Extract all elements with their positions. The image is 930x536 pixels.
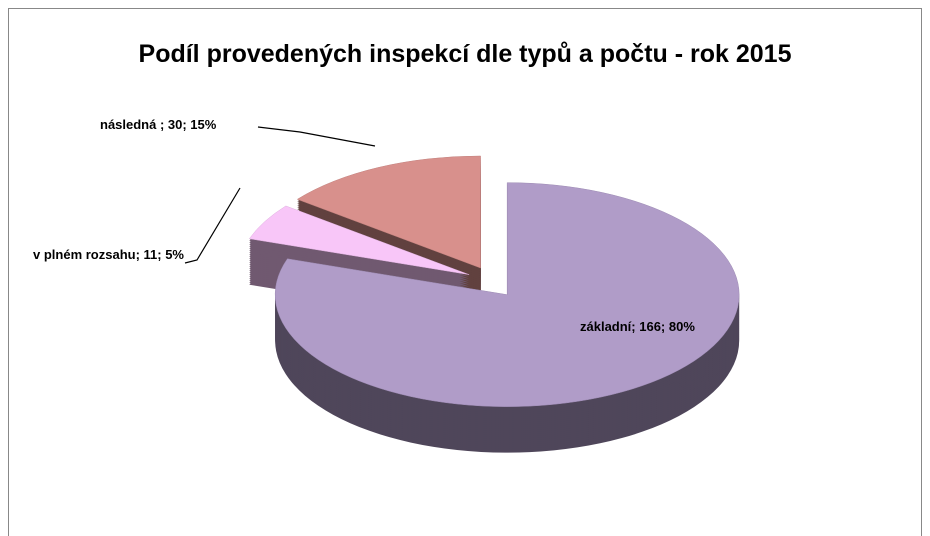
leader-line	[184, 187, 241, 264]
slice	[274, 182, 740, 407]
leader-line	[257, 126, 376, 147]
slice	[248, 205, 470, 275]
data-label: následná ; 30; 15%	[100, 117, 217, 132]
slice	[296, 155, 481, 269]
data-label: v plném rozsahu; 11; 5%	[33, 247, 184, 262]
data-label: základní; 166; 80%	[580, 319, 695, 334]
chart-title: Podíl provedených inspekcí dle typů a po…	[138, 40, 792, 68]
